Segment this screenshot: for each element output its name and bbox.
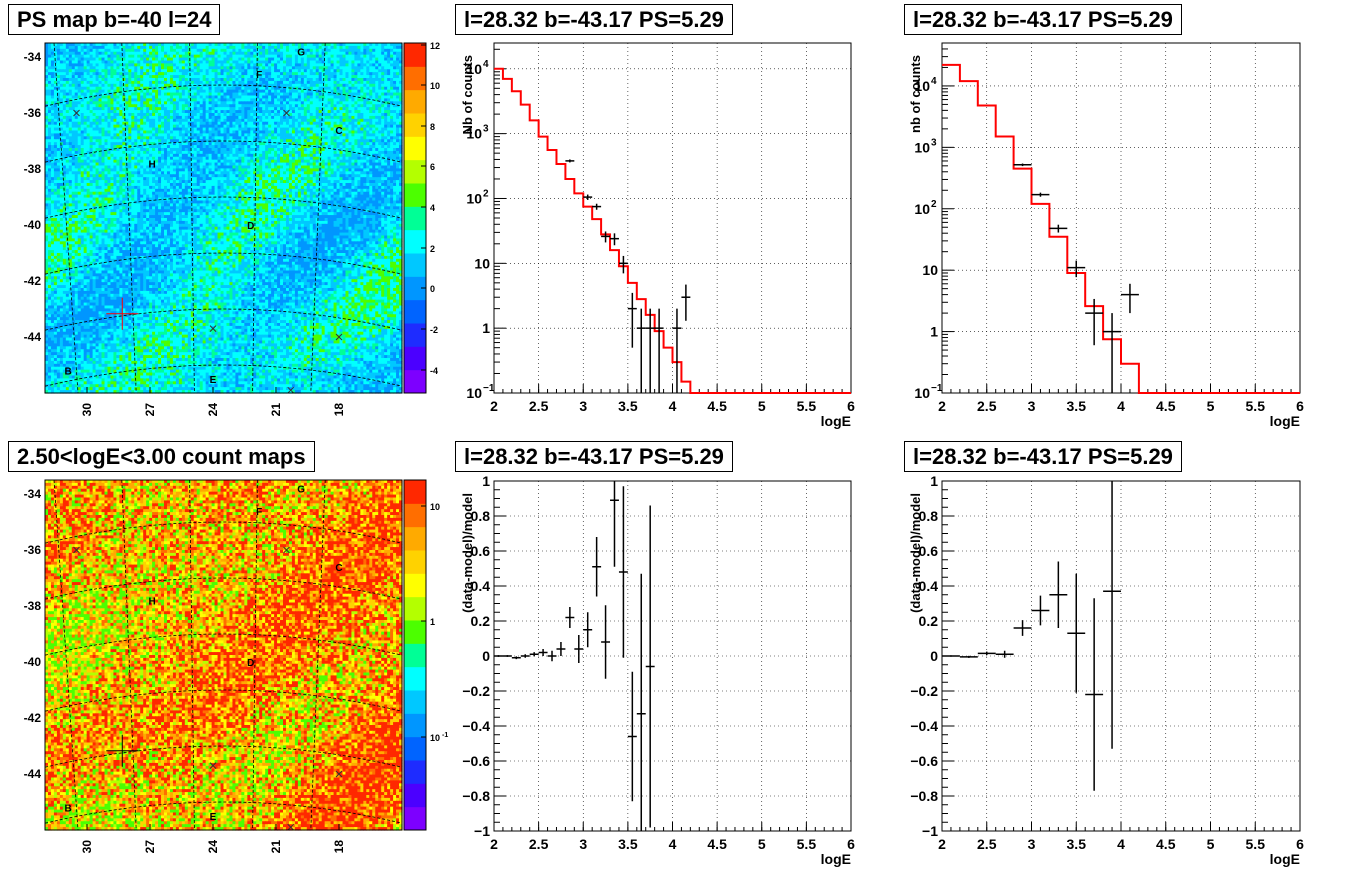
ps-map-plot — [45, 43, 403, 394]
figure-canvas: GFCHDBE-34-36-38-40-42-4430 27 24 21 1812108… — [0, 0, 1348, 876]
